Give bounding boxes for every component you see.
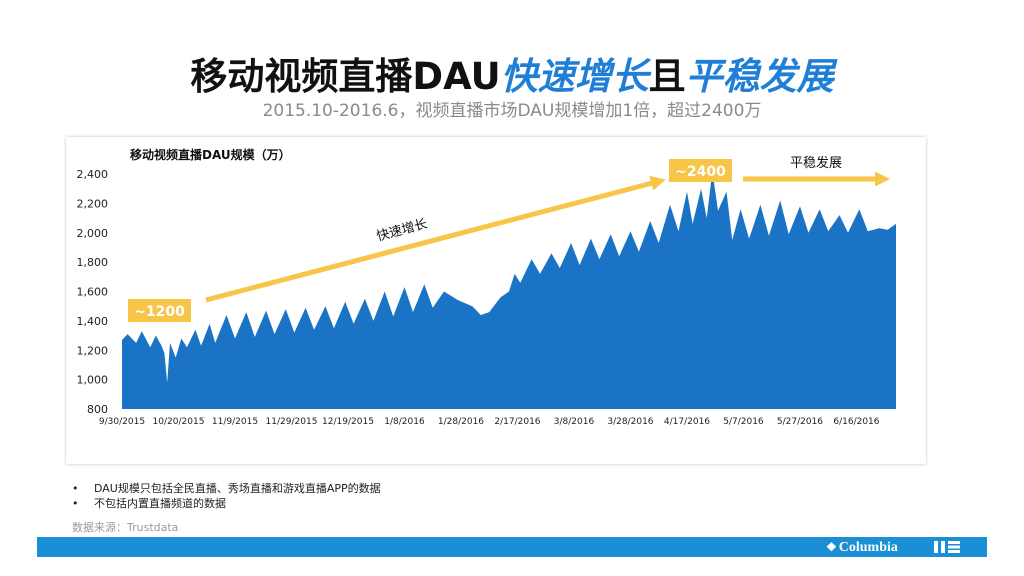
logo-mark-icon: ❖ (826, 540, 837, 554)
stable-label: 平稳发展 (790, 155, 842, 171)
x-tick-label: 3/28/2016 (607, 417, 653, 427)
page-subtitle: 2015.10-2016.6，视频直播市场DAU规模增加1倍，超过2400万 (262, 101, 762, 121)
bullet: • (72, 482, 79, 495)
note-text: DAU规模只包括全民直播、秀场直播和游戏直播APP的数据 (94, 482, 381, 495)
y-tick-label: 1,800 (77, 256, 109, 269)
brand-mark-icon (934, 541, 960, 553)
y-tick-label: 2,000 (77, 227, 109, 240)
x-tick-label: 3/8/2016 (554, 417, 595, 427)
peak-value-box (669, 159, 732, 182)
y-tick-label: 2,200 (77, 197, 109, 210)
start-value-label: ~1200 (134, 304, 185, 320)
title-main: 移动视频直播DAU (190, 55, 501, 98)
x-tick-label: 9/30/2015 (99, 417, 145, 427)
peak-value-label: ~2400 (675, 164, 726, 180)
y-tick-label: 2,400 (77, 168, 109, 181)
note-item: • DAU规模只包括全民直播、秀场直播和游戏直播APP的数据 (72, 481, 381, 496)
x-tick-label: 6/16/2016 (833, 417, 879, 427)
chart-title: 移动视频直播DAU规模（万） (130, 148, 291, 162)
x-tick-label: 5/7/2016 (723, 417, 764, 427)
y-tick-label: 1,200 (77, 344, 109, 357)
notes-list: • DAU规模只包括全民直播、秀场直播和游戏直播APP的数据 • 不包括内置直播频道… (72, 481, 381, 511)
y-tick-label: 1,600 (77, 286, 109, 299)
y-tick-label: 1,400 (77, 315, 109, 328)
page-title: 移动视频直播DAU快速增长且平稳发展 (0, 46, 1024, 100)
columbia-logo: ❖ Columbia (826, 538, 898, 557)
note-item: • 不包括内置直播频道的数据 (72, 496, 381, 511)
start-value-box (128, 299, 191, 322)
x-tick-label: 1/28/2016 (438, 417, 484, 427)
bullet: • (72, 497, 79, 510)
x-tick-label: 12/19/2015 (322, 417, 374, 427)
dau-area-series (122, 171, 896, 409)
x-tick-label: 5/27/2016 (777, 417, 823, 427)
y-tick-label: 1,000 (77, 374, 109, 387)
x-tick-label: 1/8/2016 (384, 417, 425, 427)
x-tick-label: 4/17/2016 (664, 417, 710, 427)
y-tick-label: 800 (87, 403, 108, 416)
footer-bar (37, 537, 987, 557)
growth-arrow (205, 176, 666, 303)
x-tick-label: 11/29/2015 (266, 417, 318, 427)
title-highlight-stable: 平稳发展 (685, 55, 834, 98)
x-tick-label: 11/9/2015 (212, 417, 258, 427)
title-mid: 且 (648, 55, 686, 98)
title-highlight-growth: 快速增长 (500, 55, 649, 98)
data-source: 数据来源：Trustdata (72, 521, 179, 534)
logo-text: Columbia (838, 540, 898, 555)
x-tick-label: 2/17/2016 (494, 417, 540, 427)
note-text: 不包括内置直播频道的数据 (94, 497, 226, 510)
growth-label: 快速增长 (375, 217, 429, 245)
x-tick-label: 10/20/2015 (153, 417, 205, 427)
